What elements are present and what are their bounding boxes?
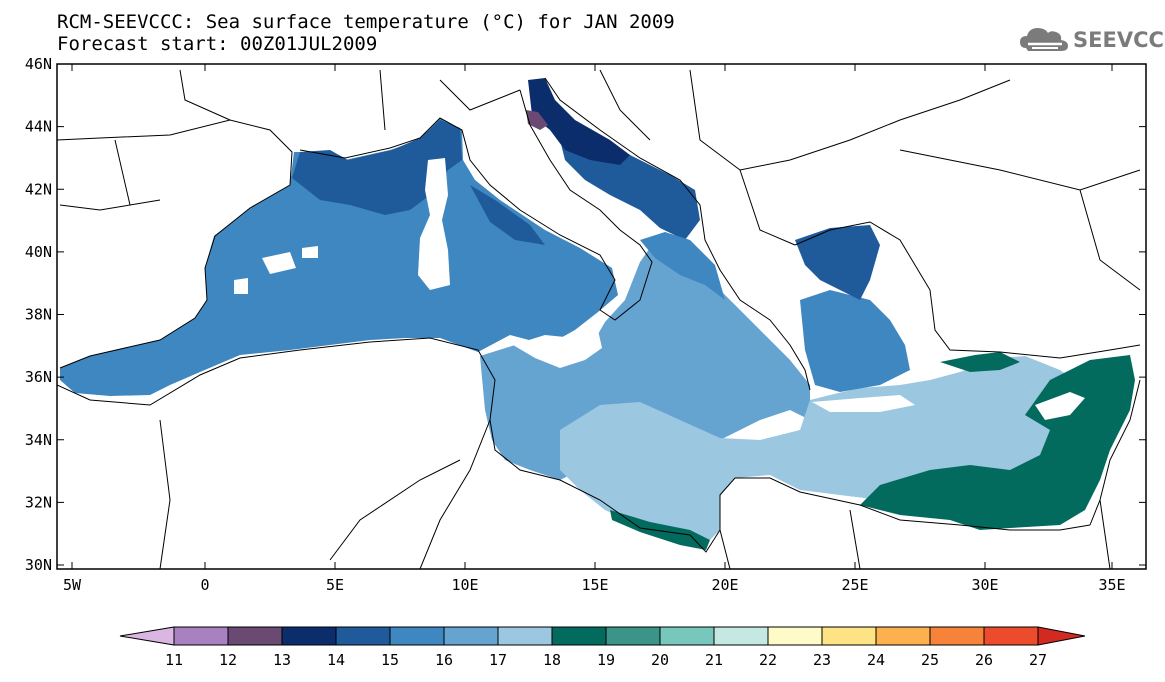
colorbar-swatch [659,626,715,646]
sst-region-libyan-coast [610,510,710,550]
colorbar-tick-label: 17 [489,651,507,669]
colorbar-swatch [281,626,337,646]
colorbar-tick-label: 11 [165,651,183,669]
colorbar-tick-label: 24 [867,651,885,669]
coastline-levant [1089,379,1141,526]
colorbar-swatch [821,626,877,646]
colorbar-tick-label: 25 [921,651,939,669]
coastline-iberia [57,119,293,369]
coastline-greece-turkey [794,221,1141,359]
colorbar-tick-label: 13 [273,651,291,669]
sst-field [60,78,1135,550]
lat-label: 40N [25,243,52,261]
cloud-icon [1020,28,1068,51]
lat-label: 42N [25,180,52,198]
lon-label: 15E [581,576,608,594]
colorbar-tick-label: 15 [381,651,399,669]
lat-label: 46N [25,55,52,73]
lat-label: 34N [25,431,52,449]
lon-label: 20E [711,576,738,594]
sst-region-north-aegean [795,225,880,300]
colorbar-swatch [875,626,931,646]
border-lines [59,69,1141,569]
colorbar-swatch [983,626,1039,646]
sst-region-south-adriatic [640,232,725,300]
colorbar-swatch [335,626,391,646]
map-frame [56,63,1147,570]
colorbar-tick-label: 26 [975,651,993,669]
coastline-balkans [544,77,811,391]
lon-label: 25E [841,576,868,594]
lat-label: 36N [25,368,52,386]
lon-label: 5W [63,576,82,594]
lat-label: 44N [25,118,52,136]
sst-region-levantine-north [940,352,1020,372]
lon-label: 10E [451,576,478,594]
colorbar-swatch [551,626,607,646]
colorbar: 11 12 13 14 15 16 17 18 19 20 21 22 23 24 25 26 27 [119,626,1086,669]
sst-region-gulf-of-lion [292,120,462,215]
colorbar-swatch [767,626,823,646]
colorbar-tick-label: 22 [759,651,777,669]
sicily [513,330,602,368]
colorbar-swatch [389,626,445,646]
colorbar-tick-label: 18 [543,651,561,669]
seevccc-logo: SEEVCCC [1018,22,1165,58]
map-title: RCM-SEEVCCC: Sea surface temperature (°C… [57,11,675,33]
crete [812,395,915,412]
balearic-islands [234,246,318,294]
colorbar-tick-label: 16 [435,651,453,669]
colorbar-swatch [443,626,499,646]
colorbar-tick-label: 14 [327,651,345,669]
colorbar-over-arrow [1037,626,1086,646]
colorbar-tick-label: 12 [219,651,237,669]
colorbar-tick-label: 21 [705,651,723,669]
colorbar-tick-label: 23 [813,651,831,669]
sst-region-venice-lagoon [526,110,548,130]
sst-region-ionian [480,245,810,480]
coastline-north-africa [57,337,1091,553]
lon-label: 5E [326,576,344,594]
colorbar-swatch [497,626,553,646]
colorbar-tick-label: 19 [597,651,615,669]
lon-label: 35E [1098,576,1125,594]
colorbar-swatch [227,626,283,646]
colorbar-tick-label: 20 [651,651,669,669]
colorbar-tick-label: 27 [1029,651,1047,669]
sst-region-tyrrhenian-cold [470,185,545,245]
lat-axis: 46N 44N 42N 40N 38N 36N 34N 32N 30N [25,55,1146,574]
cyprus [1035,392,1085,420]
colorbar-under-arrow [119,626,175,646]
colorbar-swatch [929,626,985,646]
lon-label: 0 [200,576,209,594]
lat-label: 30N [25,556,52,574]
coastlines [57,69,1141,569]
sst-region-northern-adriatic [528,78,630,165]
colorbar-swatch [173,626,229,646]
lon-axis: 5W 0 5E 10E 15E 20E 25E 30E 35E [63,64,1126,594]
lat-label: 32N [25,493,52,511]
sst-region-west-basin [60,118,618,396]
forecast-start-subtitle: Forecast start: 00Z01JUL2009 [57,33,378,55]
corsica-sardinia [418,158,450,290]
sst-region-aegean [800,290,910,392]
lat-label: 38N [25,306,52,324]
colorbar-swatch [713,626,769,646]
logo-text: SEEVCCC [1073,28,1165,52]
colorbar-swatch [605,626,661,646]
lon-label: 30E [971,576,998,594]
coastline-france-italy [299,89,653,321]
sst-region-central-adriatic [560,140,700,240]
